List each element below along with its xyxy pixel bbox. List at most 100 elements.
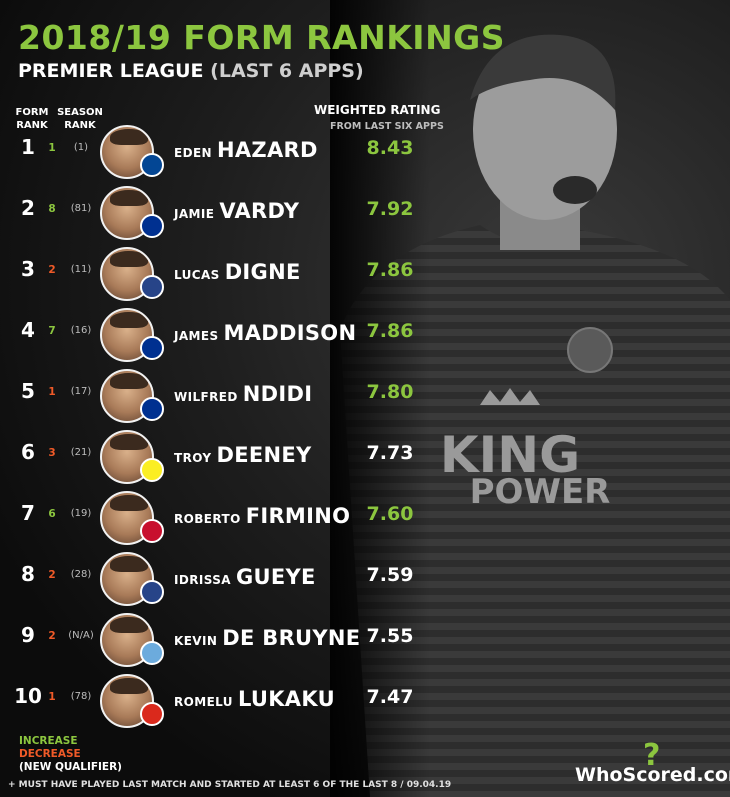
weighted-rating: 7.73 — [366, 442, 414, 464]
season-rank-line2: RANK — [64, 120, 96, 131]
season-rank: (N/A) — [68, 630, 94, 641]
weighted-rating: 7.59 — [366, 564, 414, 586]
weighted-rating: 8.43 — [366, 137, 414, 159]
column-header-weighted-sub: FROM LAST SIX APPS — [330, 121, 444, 132]
shirt-sponsor-line2: POWER — [470, 472, 611, 512]
club-crest-icon — [140, 519, 164, 543]
rank-change: 1 — [48, 386, 56, 398]
ranking-row: 6 3 (21) TROY DEENEY 7.73 — [0, 426, 480, 487]
form-rank-line2: RANK — [16, 120, 48, 131]
weighted-rating: 7.60 — [366, 503, 414, 525]
player-name: LUCAS DIGNE — [174, 260, 301, 284]
player-last-name: DE BRUYNE — [222, 626, 361, 650]
player-last-name: LUKAKU — [237, 687, 335, 711]
ranking-row: 10 1 (78) ROMELU LUKAKU 7.47 — [0, 670, 480, 731]
player-last-name: FIRMINO — [245, 504, 351, 528]
player-name: TROY DEENEY — [174, 443, 312, 467]
player-first-name: KEVIN — [174, 634, 218, 648]
form-rank: 10 — [14, 684, 42, 708]
season-rank-line1: SEASON — [57, 107, 103, 118]
rank-change: 1 — [48, 691, 56, 703]
season-rank: (1) — [73, 142, 89, 153]
club-crest-icon — [140, 153, 164, 177]
rank-change: 1 — [48, 142, 56, 154]
ranking-row: 3 2 (11) LUCAS DIGNE 7.86 — [0, 243, 480, 304]
form-rank: 2 — [21, 196, 35, 220]
column-header-weighted-rating: WEIGHTED RATING — [314, 103, 441, 117]
player-first-name: ROMELU — [174, 695, 233, 709]
season-rank: (17) — [70, 386, 92, 397]
form-rank: 5 — [21, 379, 35, 403]
form-rank: 6 — [21, 440, 35, 464]
ranking-row: 8 2 (28) IDRISSA GUEYE 7.59 — [0, 548, 480, 609]
player-first-name: TROY — [174, 451, 212, 465]
form-rank: 8 — [21, 562, 35, 586]
player-last-name: HAZARD — [217, 138, 318, 162]
player-last-name: DIGNE — [224, 260, 301, 284]
form-rank: 3 — [21, 257, 35, 281]
form-rank-line1: FORM — [15, 107, 49, 118]
page-title: 2018/19 FORM RANKINGS — [18, 18, 506, 57]
club-crest-icon — [140, 641, 164, 665]
weighted-rating: 7.47 — [366, 686, 414, 708]
player-last-name: DEENEY — [216, 443, 312, 467]
page-subtitle: PREMIER LEAGUE (LAST 6 APPS) — [18, 60, 364, 82]
player-first-name: ROBERTO — [174, 512, 241, 526]
ranking-row: 9 2 (N/A) KEVIN DE BRUYNE 7.55 — [0, 609, 480, 670]
player-name: ROMELU LUKAKU — [174, 687, 335, 711]
ranking-row: 7 6 (19) ROBERTO FIRMINO 7.60 — [0, 487, 480, 548]
club-crest-icon — [140, 397, 164, 421]
season-rank: (78) — [70, 691, 92, 702]
ranking-row: 4 7 (16) JAMES MADDISON 7.86 — [0, 304, 480, 365]
weighted-rating: 7.55 — [366, 625, 414, 647]
club-crest-icon — [140, 214, 164, 238]
subtitle-period: (LAST 6 APPS) — [210, 60, 364, 82]
brand-question-icon: ? — [643, 738, 661, 773]
club-crest-icon — [140, 275, 164, 299]
weighted-rating: 7.80 — [366, 381, 414, 403]
player-last-name: GUEYE — [235, 565, 316, 589]
season-rank: (19) — [70, 508, 92, 519]
form-rank: 7 — [21, 501, 35, 525]
player-last-name: VARDY — [219, 199, 300, 223]
player-last-name: MADDISON — [223, 321, 357, 345]
form-rank: 9 — [21, 623, 35, 647]
rank-change: 3 — [48, 447, 56, 459]
player-first-name: IDRISSA — [174, 573, 231, 587]
shirt-sponsor-line1: KING — [440, 426, 580, 484]
rank-change: 6 — [48, 508, 56, 520]
form-rank: 1 — [21, 135, 35, 159]
player-name: ROBERTO FIRMINO — [174, 504, 350, 528]
player-first-name: EDEN — [174, 146, 212, 160]
player-name: JAMES MADDISON — [174, 321, 356, 345]
legend-decrease: DECREASE — [19, 748, 81, 760]
rank-change: 2 — [48, 630, 56, 642]
player-name: WILFRED NDIDI — [174, 382, 312, 406]
column-header-form-rank: FORM RANK — [12, 106, 52, 132]
column-header-season-rank: SEASON RANK — [52, 106, 108, 132]
club-crest-icon — [140, 702, 164, 726]
player-name: JAMIE VARDY — [174, 199, 299, 223]
club-crest-icon — [140, 458, 164, 482]
rank-change: 8 — [48, 203, 56, 215]
player-first-name: JAMIE — [174, 207, 215, 221]
player-name: IDRISSA GUEYE — [174, 565, 316, 589]
brand-logo: WhoScored.com — [575, 764, 730, 786]
subtitle-league: PREMIER LEAGUE — [18, 60, 204, 82]
legend-new-qualifier: (NEW QUALIFIER) — [19, 761, 122, 773]
rank-change: 7 — [48, 325, 56, 337]
season-rank: (11) — [70, 264, 92, 275]
rank-change: 2 — [48, 569, 56, 581]
form-rank: 4 — [21, 318, 35, 342]
ranking-row: 1 1 (1) EDEN HAZARD 8.43 — [0, 121, 480, 182]
weighted-rating: 7.86 — [366, 259, 414, 281]
legend-increase: INCREASE — [19, 735, 78, 747]
player-name: KEVIN DE BRUYNE — [174, 626, 360, 650]
club-crest-icon — [140, 336, 164, 360]
season-rank: (21) — [70, 447, 92, 458]
ranking-row: 2 8 (81) JAMIE VARDY 7.92 — [0, 182, 480, 243]
weighted-rating: 7.86 — [366, 320, 414, 342]
player-first-name: JAMES — [174, 329, 219, 343]
footnote: + MUST HAVE PLAYED LAST MATCH AND STARTE… — [8, 780, 452, 790]
